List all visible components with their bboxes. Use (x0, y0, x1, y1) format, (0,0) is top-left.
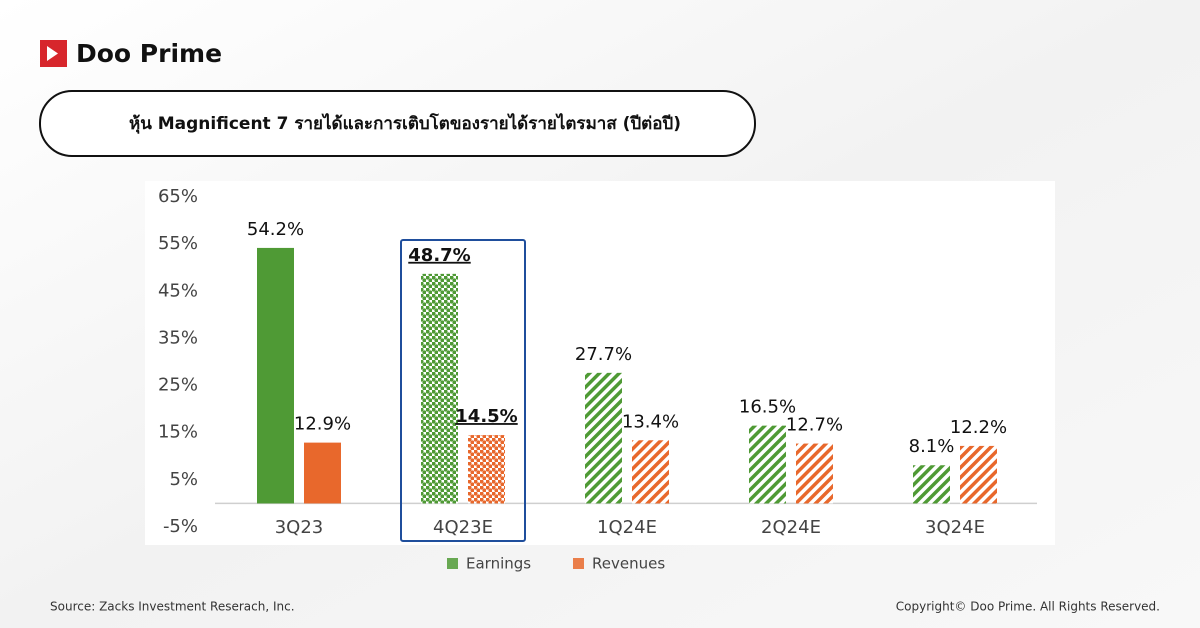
y-tick-label: 55% (158, 233, 198, 254)
bar (257, 247, 294, 504)
y-tick-label: 25% (158, 375, 198, 396)
bar (585, 372, 622, 504)
logo-arrow (47, 46, 58, 61)
value-label: 27.7% (575, 344, 632, 365)
bar (913, 465, 950, 504)
value-label: 48.7% (408, 245, 470, 266)
chart-title: หุ้น Magnificent 7 รายได้และการเติบโตของ… (129, 113, 681, 134)
value-label: 12.2% (950, 417, 1007, 438)
x-tick-label: 1Q24E (597, 517, 657, 538)
value-label: 8.1% (909, 436, 955, 457)
legend-swatch (573, 558, 584, 569)
value-label: 12.9% (294, 414, 351, 435)
y-tick-label: 35% (158, 327, 198, 348)
bar (304, 442, 341, 504)
brand-name: Doo Prime (76, 39, 222, 68)
bar (796, 443, 833, 504)
x-tick-label: 3Q24E (925, 517, 985, 538)
y-tick-label: 15% (158, 422, 198, 443)
title-pill (39, 90, 756, 157)
x-tick-label: 4Q23E (433, 517, 493, 538)
x-tick-label: 2Q24E (761, 517, 821, 538)
copyright: Copyright© Doo Prime. All Rights Reserve… (896, 600, 1160, 614)
legend-swatch (447, 558, 458, 569)
bar (421, 273, 458, 504)
source-note: Source: Zacks Investment Reserach, Inc. (50, 600, 295, 614)
legend-label: Revenues (592, 555, 665, 573)
value-label: 16.5% (739, 397, 796, 418)
value-label: 13.4% (622, 411, 679, 432)
y-tick-label: 45% (158, 280, 198, 301)
legend-label: Earnings (466, 555, 531, 573)
y-tick-label: -5% (163, 516, 198, 537)
value-label: 12.7% (786, 415, 843, 436)
x-tick-label: 3Q23 (275, 517, 324, 538)
value-label: 54.2% (247, 219, 304, 240)
highlight-box (400, 239, 526, 542)
bar (632, 440, 669, 504)
y-tick-label: 5% (169, 469, 198, 490)
y-tick-label: 65% (158, 186, 198, 207)
bar (468, 435, 505, 504)
logo: Doo Prime (40, 39, 222, 68)
value-label: 14.5% (455, 406, 517, 427)
bar (749, 425, 786, 504)
bar (960, 445, 997, 504)
